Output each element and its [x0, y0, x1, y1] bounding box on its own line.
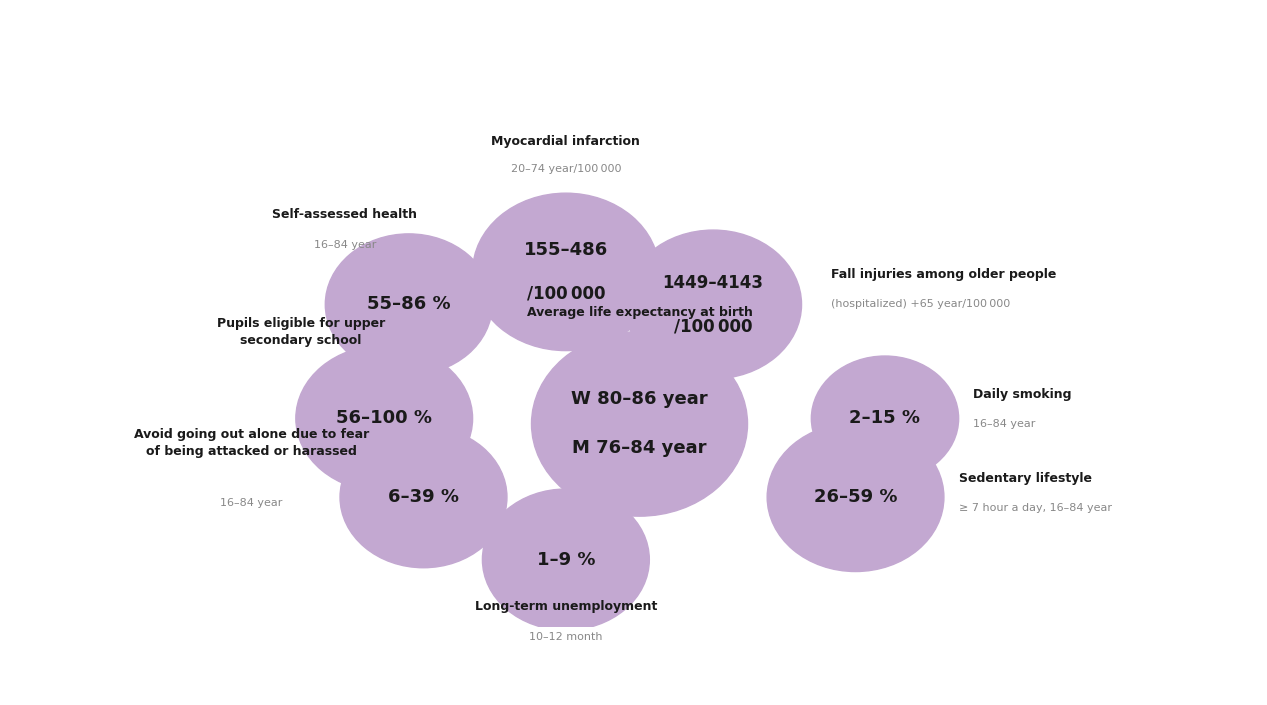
- Text: 1–9 %: 1–9 %: [537, 551, 595, 569]
- Text: M 76–84 year: M 76–84 year: [573, 439, 707, 458]
- Ellipse shape: [811, 356, 959, 481]
- Text: Long-term unemployment: Long-term unemployment: [475, 601, 658, 613]
- Text: 155–486: 155–486: [523, 241, 608, 259]
- Text: /100 000: /100 000: [527, 285, 606, 302]
- Text: 26–59 %: 26–59 %: [813, 488, 897, 506]
- Ellipse shape: [326, 234, 492, 375]
- Text: 10–12 month: 10–12 month: [530, 632, 603, 642]
- Text: Avoid going out alone due to fear
of being attacked or harassed: Avoid going out alone due to fear of bei…: [134, 428, 369, 458]
- Ellipse shape: [483, 489, 650, 630]
- Ellipse shape: [473, 193, 659, 350]
- Text: Average life expectancy at birth: Average life expectancy at birth: [527, 306, 753, 319]
- Text: /100 000: /100 000: [674, 317, 753, 335]
- Text: Pupils eligible for upper
secondary school: Pupils eligible for upper secondary scho…: [217, 317, 385, 347]
- Ellipse shape: [340, 427, 507, 568]
- Text: W 80–86 year: W 80–86 year: [571, 391, 708, 408]
- Text: Myocardial infarction: Myocardial infarction: [492, 135, 640, 148]
- Text: 2–15 %: 2–15 %: [849, 410, 921, 427]
- Text: Fall injuries among older people: Fall injuries among older people: [831, 268, 1057, 281]
- Text: 20–74 year/100 000: 20–74 year/100 000: [511, 164, 621, 173]
- Text: 16–84 year: 16–84 year: [220, 498, 283, 508]
- Text: 1449–4143: 1449–4143: [663, 274, 764, 292]
- Ellipse shape: [532, 331, 748, 516]
- Text: Sedentary lifestyle: Sedentary lifestyle: [959, 472, 1092, 484]
- Text: 6–39 %: 6–39 %: [388, 488, 459, 506]
- Text: 16–84 year: 16–84 year: [973, 419, 1035, 429]
- Text: Daily smoking: Daily smoking: [973, 388, 1072, 400]
- Ellipse shape: [296, 345, 473, 492]
- Text: (hospitalized) +65 year/100 000: (hospitalized) +65 year/100 000: [831, 300, 1010, 309]
- Ellipse shape: [625, 230, 802, 379]
- Ellipse shape: [767, 423, 944, 572]
- Text: 16–84 year: 16–84 year: [314, 240, 376, 250]
- Text: ≥ 7 hour a day, 16–84 year: ≥ 7 hour a day, 16–84 year: [959, 503, 1111, 513]
- Text: 55–86 %: 55–86 %: [367, 295, 451, 314]
- Text: 56–100 %: 56–100 %: [336, 410, 432, 427]
- Text: Self-assessed health: Self-assessed health: [272, 209, 417, 221]
